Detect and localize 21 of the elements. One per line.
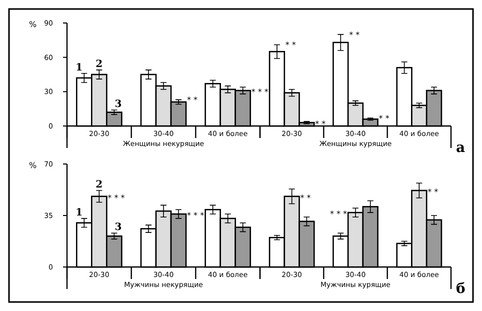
annotation: * * [349, 30, 360, 40]
annotation: * * [187, 96, 198, 105]
series-label: 1 [76, 207, 83, 218]
series-label: 2 [96, 179, 103, 190]
annotation: * * [300, 193, 311, 202]
series-label: 3 [114, 98, 122, 110]
annotation: * * [315, 120, 326, 129]
annotation: * * * [330, 210, 348, 219]
annotation: * * [378, 114, 390, 123]
annotation: * * * [108, 193, 125, 202]
series-label: 2 [96, 58, 103, 70]
y-axis-title: % [29, 161, 37, 170]
annotation: * * * [251, 88, 268, 97]
annotation: * * [428, 187, 438, 196]
annotation: * * [285, 40, 296, 50]
series-label: 1 [76, 62, 83, 74]
text: а [456, 140, 466, 156]
text: б [456, 281, 466, 297]
y-axis-title: % [29, 20, 37, 29]
series-label: 3 [114, 222, 122, 234]
annotation: * * * [187, 211, 204, 220]
